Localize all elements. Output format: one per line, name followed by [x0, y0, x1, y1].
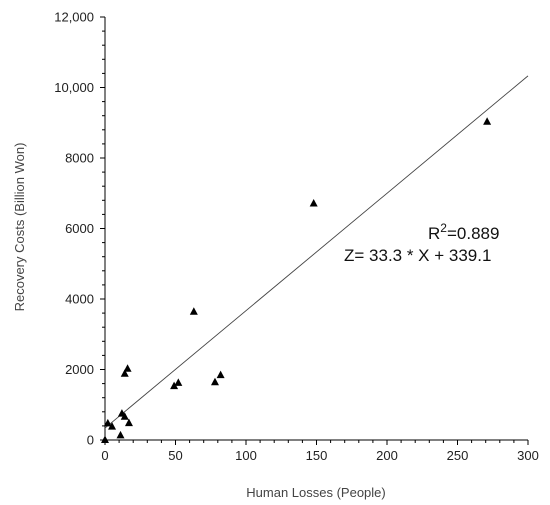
x-tick-label: 100: [235, 448, 257, 463]
regression-equation: Z= 33.3 * X + 339.1: [344, 246, 491, 265]
data-point: [120, 412, 129, 420]
y-tick-label: 4000: [65, 292, 94, 307]
data-point: [101, 435, 109, 443]
trendline: [104, 75, 529, 429]
data-point: [170, 381, 179, 390]
data-point: [210, 377, 219, 386]
data-point: [483, 117, 492, 125]
r-squared-value: =0.889: [447, 224, 499, 243]
r-squared-annotation: R2=0.889: [428, 221, 499, 243]
x-tick-label: 0: [101, 448, 108, 463]
x-tick-label: 150: [306, 448, 328, 463]
x-tick-label: 50: [168, 448, 182, 463]
r-squared-label: R: [428, 224, 440, 243]
r-squared-exponent: 2: [440, 221, 447, 235]
y-tick-label: 12,000: [54, 10, 94, 25]
data-point: [123, 364, 132, 372]
data-point: [120, 369, 129, 377]
data-point: [103, 418, 112, 427]
x-axis-title: Human Losses (People): [246, 485, 385, 500]
x-tick-label: 250: [447, 448, 469, 463]
y-tick-label: 6000: [65, 221, 94, 236]
data-point: [174, 378, 183, 386]
data-points: [101, 117, 492, 443]
y-tick-label: 0: [87, 433, 94, 448]
y-tick-label: 8000: [65, 151, 94, 166]
x-tick-label: 300: [517, 448, 539, 463]
x-ticks: 0 50 100 150 200 250 300: [101, 440, 539, 463]
y-tick-label: 2000: [65, 362, 94, 377]
y-tick-label: 10,000: [54, 80, 94, 95]
data-point: [189, 307, 198, 315]
data-point: [124, 418, 133, 427]
x-tick-label: 200: [376, 448, 398, 463]
trendline-group: [104, 75, 529, 429]
data-point: [216, 370, 225, 379]
data-point: [108, 422, 117, 430]
y-ticks: 0 2000 4000 6000 8000 10,000 12,000: [54, 10, 105, 448]
y-axis-title: Recovery Costs (Billion Won): [12, 143, 27, 312]
data-point: [309, 198, 318, 207]
data-point: [116, 430, 125, 439]
